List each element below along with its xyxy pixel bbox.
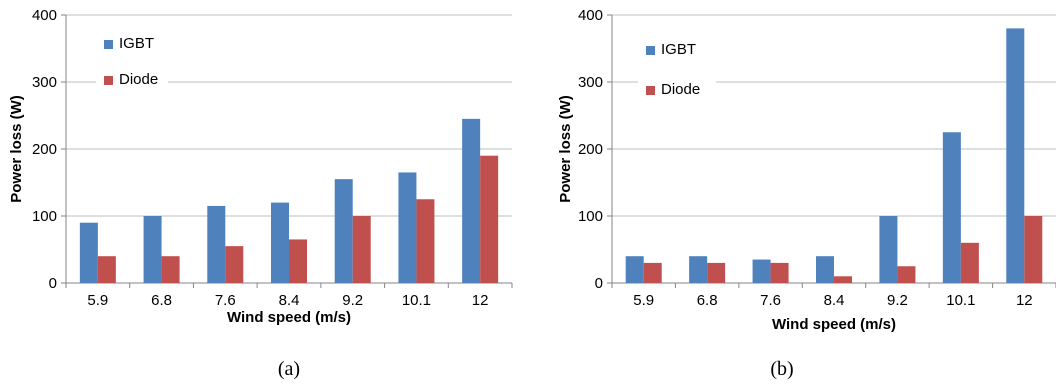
y-tick-label: 100	[578, 208, 603, 225]
y-tick-label: 400	[578, 7, 603, 24]
bar-diode	[416, 199, 435, 283]
x-tick-label: 8.4	[824, 292, 845, 309]
bar-diode	[643, 262, 662, 283]
bar-diode	[352, 216, 371, 283]
x-axis-title: Wind speed (m/s)	[772, 316, 896, 333]
bar-diode	[960, 242, 979, 283]
bar-igbt	[271, 202, 289, 283]
bar-diode	[770, 262, 789, 283]
legend-label-diode: Diode	[119, 71, 159, 89]
x-tick-label: 12	[472, 292, 489, 309]
legend-item-igbt: IGBT	[646, 42, 696, 58]
y-tick-label: 200	[578, 141, 603, 158]
bar-igbt	[334, 179, 353, 283]
caption-a: (a)	[277, 358, 301, 380]
y-axis-title: Power loss (W)	[8, 95, 25, 203]
caption-b: (b)	[770, 358, 794, 380]
y-tick-label: 400	[32, 7, 57, 24]
x-tick-label: 10.1	[946, 292, 975, 309]
bar-igbt	[79, 222, 98, 283]
legend-item-diode: Diode	[104, 72, 158, 88]
x-tick-label: 9.2	[887, 292, 908, 309]
bar-igbt	[398, 172, 417, 283]
bar-igbt	[816, 256, 834, 283]
bar-chart-a: 0 100 200 300 400 5.9 6.8 7.6 8.4 9.2 10.1 12 Wind s…	[8, 7, 513, 326]
chart-panel-a: 0 100 200 300 400 5.9 6.8 7.6 8.4 9.2 10.1 12 Wind s…	[8, 7, 513, 380]
x-tick-label: 6.8	[697, 292, 718, 309]
legend-label-igbt: IGBT	[119, 35, 155, 53]
y-tick-label: 300	[32, 74, 57, 91]
legend-item-diode: Diode	[646, 82, 700, 98]
bar-diode	[97, 256, 116, 283]
x-tick-label: 12	[1016, 292, 1033, 309]
chart-panel-b: 0 100 200 300 400 5.9 6.8 7.6 8.4 9.2 10.1 12 Wind s…	[528, 0, 1056, 391]
bar-igbt	[879, 216, 898, 283]
y-tick-label: 100	[32, 208, 57, 225]
bar-igbt	[942, 132, 961, 283]
x-tick-label: 5.9	[87, 292, 108, 309]
bar-igbt	[143, 216, 162, 283]
bar-igbt	[462, 118, 481, 283]
bar-diode	[897, 266, 916, 283]
bar-diode	[834, 276, 852, 283]
legend-swatch-igbt	[104, 39, 113, 49]
bar-igbt	[752, 259, 771, 283]
y-tick-label: 300	[578, 74, 603, 91]
x-tick-label: 10.1	[402, 292, 431, 309]
bar-diode	[289, 239, 307, 283]
x-axis-title: Wind speed (m/s)	[227, 309, 351, 326]
y-axis-title: Power loss (W)	[557, 95, 574, 203]
legend-label-igbt: IGBT	[661, 41, 697, 59]
x-tick-label: 8.4	[279, 292, 300, 309]
bar-diode	[161, 256, 180, 283]
bar-igbt	[689, 256, 708, 283]
legend-swatch-diode	[104, 75, 113, 85]
bar-chart-b: 0 100 200 300 400 5.9 6.8 7.6 8.4 9.2 10.1 12 Wind s…	[557, 7, 1056, 333]
bar-igbt	[1006, 28, 1025, 284]
bar-diode	[707, 262, 726, 283]
y-tick-label: 0	[49, 275, 57, 292]
bar-diode	[1024, 216, 1043, 283]
bar-igbt	[625, 256, 644, 283]
x-tick-label: 7.6	[215, 292, 236, 309]
legend-label-diode: Diode	[661, 81, 701, 99]
bar-diode	[225, 246, 244, 283]
x-tick-label: 7.6	[760, 292, 781, 309]
bar-diode	[480, 155, 499, 283]
bar-igbt	[207, 205, 226, 283]
legend-item-igbt: IGBT	[104, 36, 154, 52]
legend-swatch-diode	[646, 85, 655, 95]
y-tick-label: 200	[32, 141, 57, 158]
x-tick-label: 5.9	[633, 292, 654, 309]
x-tick-label: 9.2	[342, 292, 363, 309]
legend-swatch-igbt	[646, 45, 655, 55]
y-tick-label: 0	[595, 275, 603, 292]
x-tick-label: 6.8	[151, 292, 172, 309]
